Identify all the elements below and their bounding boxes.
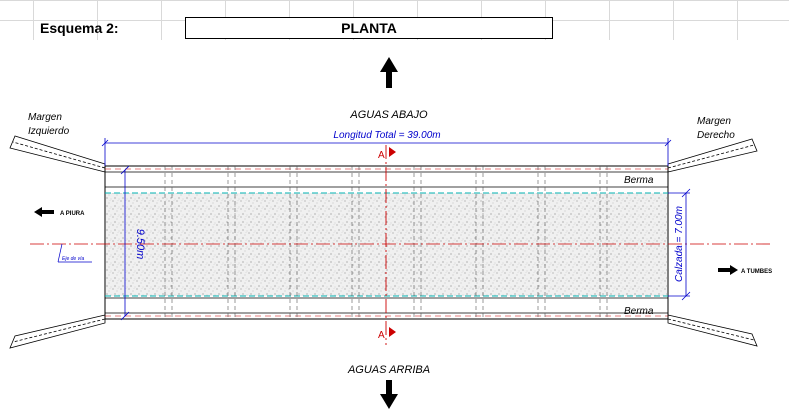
total-length-text: Longitud Total = 39.00m xyxy=(333,130,440,141)
berm-label-bottom: Berma xyxy=(624,306,654,317)
left-direction-arrow-icon xyxy=(34,207,54,217)
to-right-label: A TUMBES xyxy=(741,269,772,275)
left-wingwalls xyxy=(9,135,106,349)
roadway-surface xyxy=(106,193,667,296)
axis-label: Eje de vía xyxy=(62,256,84,262)
axis-leader xyxy=(57,243,92,263)
section-arrow-bottom-icon xyxy=(389,327,396,337)
width-dimension-text: 9.50m xyxy=(134,229,146,260)
roadway-dimension-text: Calzada = 7.00m xyxy=(674,206,685,282)
view-title-box[interactable]: PLANTA xyxy=(185,17,553,39)
section-mark-bottom: A xyxy=(378,330,385,341)
view-title: PLANTA xyxy=(341,20,397,36)
downstream-label: AGUAS ABAJO xyxy=(349,109,428,121)
upstream-label: AGUAS ARRIBA xyxy=(347,364,430,376)
right-direction-arrow-icon xyxy=(718,265,738,275)
upstream-arrow-icon xyxy=(380,380,398,409)
section-mark-top: A xyxy=(378,150,385,161)
right-bank-label-line1: Margen xyxy=(697,116,731,127)
berm-label-top: Berma xyxy=(624,175,654,186)
left-bank-label-line1: Margen xyxy=(28,112,62,123)
width-dimension xyxy=(120,165,130,321)
scheme-label: Esquema 2: xyxy=(40,20,119,36)
roadway-dimension xyxy=(668,188,691,301)
left-bank-label-line2: Izquierdo xyxy=(28,126,70,137)
section-arrow-top-icon xyxy=(389,147,396,157)
transverse-beams xyxy=(164,166,608,319)
downstream-arrow-icon xyxy=(380,57,398,88)
to-left-label: A PIURA xyxy=(60,211,85,217)
right-bank-label-line2: Derecho xyxy=(697,130,735,141)
total-length-dimension xyxy=(101,138,672,166)
